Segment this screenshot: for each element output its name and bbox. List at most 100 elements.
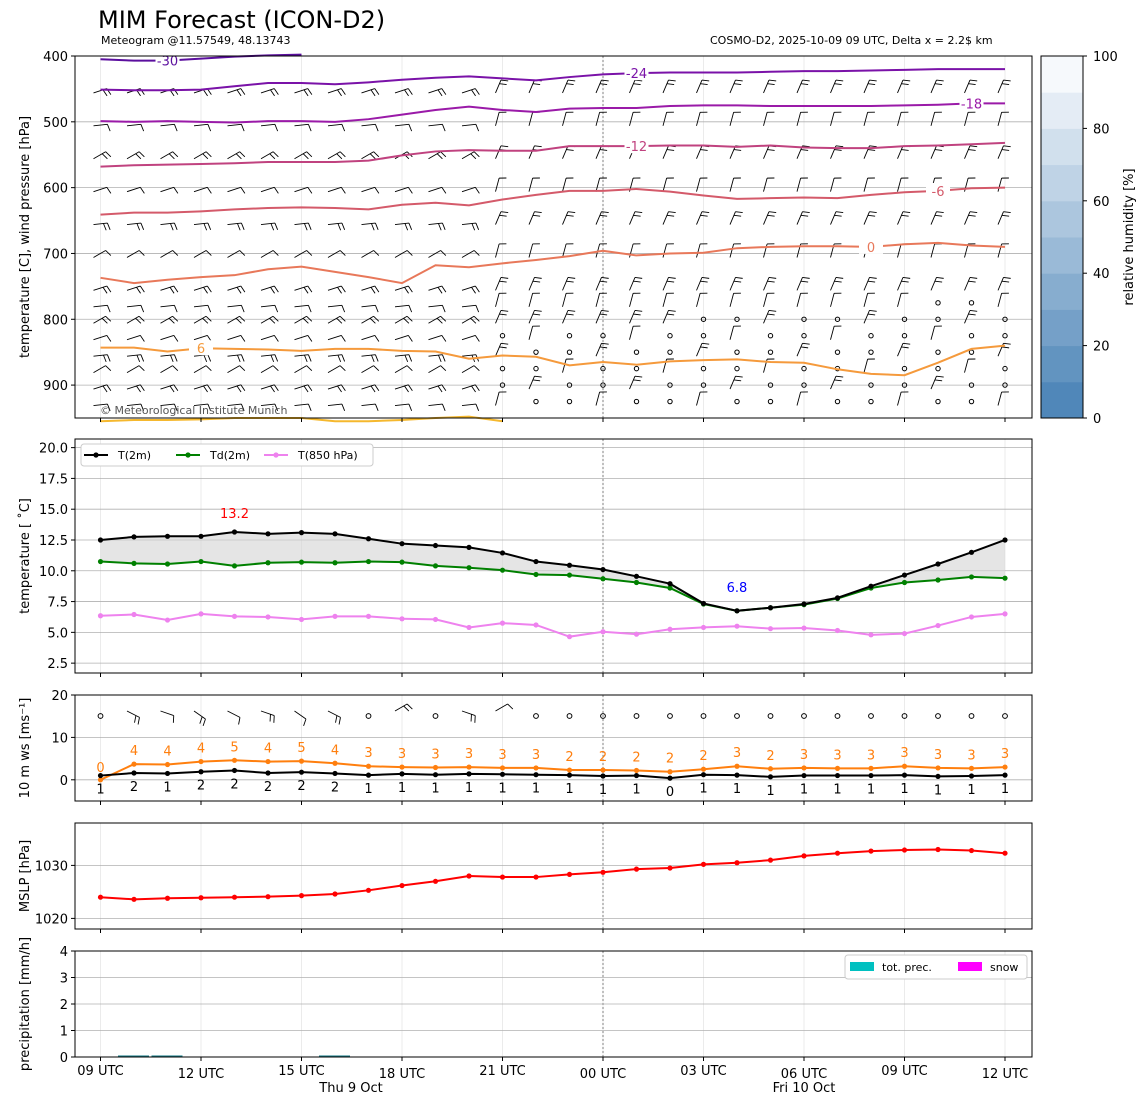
wind-barb [830, 111, 842, 126]
wind-barb [897, 79, 911, 94]
gust-point [131, 761, 137, 767]
gust-point [734, 763, 740, 769]
wind-barb [160, 222, 178, 231]
wind-speed-point [633, 772, 640, 779]
wind-barb [361, 88, 380, 97]
calm-marker [1002, 713, 1008, 719]
wind-barb [763, 177, 775, 192]
wind-barb [260, 315, 279, 324]
gust-point [265, 758, 271, 765]
mslp-point [265, 894, 271, 900]
colorbar-band [1041, 92, 1083, 129]
wind-barb [461, 222, 480, 231]
data-point [466, 565, 472, 571]
location-subtitle: Meteogram @11.57549, 48.13743 [101, 34, 291, 47]
data-point [432, 563, 439, 569]
y-axis-label: temperature [ ˚C] [17, 498, 33, 614]
legend-box [80, 443, 374, 467]
calm-marker [801, 382, 807, 388]
wind-barb [495, 79, 509, 94]
data-point [935, 622, 941, 629]
wind-barb [796, 391, 808, 406]
data-point [801, 601, 807, 607]
gust-value-label: 3 [833, 748, 841, 763]
calm-marker [667, 349, 673, 355]
wind-barb [126, 186, 145, 194]
wind-barb [327, 250, 346, 258]
wind-speed-point [566, 772, 573, 778]
wind-barb [428, 315, 447, 324]
wind-barb [193, 365, 212, 374]
wind-barb [461, 88, 480, 97]
colorbar-band [1041, 381, 1083, 419]
wind-barb [294, 151, 313, 160]
wind-speed-point [834, 772, 841, 779]
data-point [968, 614, 975, 620]
data-point [667, 581, 673, 587]
wind-speed-value-label: 2 [130, 780, 138, 795]
wind-barb [997, 391, 1009, 406]
isotherm-label: -12 [626, 140, 647, 155]
data-point [968, 549, 975, 555]
wind-barb [160, 250, 179, 258]
colorbar-band [1041, 309, 1083, 347]
wind-barb [629, 292, 641, 307]
wind-barb [394, 304, 413, 313]
wind-barb [562, 277, 576, 291]
wind-barb [93, 123, 111, 132]
wind-barb [93, 403, 111, 412]
gust-point [767, 766, 774, 772]
wind-speed-point [901, 772, 908, 778]
mslp-point [968, 847, 975, 854]
wind-barb [562, 309, 576, 324]
time-tick-label: 21 UTC [479, 1064, 525, 1079]
wind-barb [495, 292, 507, 307]
gust-point [935, 765, 941, 771]
legend-marker [185, 452, 191, 458]
gust-value-label: 4 [197, 742, 205, 757]
mslp-point [901, 847, 908, 853]
wind-barb [227, 365, 246, 374]
wind-barb [394, 384, 413, 393]
calm-marker [700, 316, 707, 322]
legend-label: T(850 hPa) [297, 449, 358, 462]
y-axis-label: temperature [C], wind pressure [hPa] [18, 116, 33, 358]
wind-barb [696, 292, 708, 307]
wind-barb [595, 342, 609, 357]
wind-barb [160, 334, 179, 342]
wind-barb [964, 358, 976, 373]
data-point [633, 579, 640, 586]
wind-barb [729, 79, 743, 94]
wind-barb [997, 145, 1011, 159]
wind-barb [361, 403, 379, 412]
data-point [533, 558, 539, 565]
isotherm-line [100, 102, 1005, 124]
calm-marker [767, 382, 774, 388]
wind-barb [260, 354, 279, 363]
wind-speed-point [968, 773, 975, 779]
wind-barb [729, 325, 741, 340]
mslp-point [566, 871, 573, 878]
wind-barb [696, 79, 710, 94]
data-point [399, 559, 405, 565]
wind-barb [260, 334, 279, 342]
y-tick-label: 12.5 [39, 534, 68, 549]
wind-barb [729, 277, 743, 291]
wind-speed-point [1002, 772, 1008, 778]
wind-barb [294, 354, 312, 363]
wind-barb [294, 710, 307, 727]
wind-barb [930, 79, 944, 94]
mslp-point [298, 893, 305, 899]
gust-value-label: 3 [733, 746, 741, 761]
wind-barb [294, 123, 312, 132]
wind-barb [528, 79, 542, 94]
wind-barb [227, 315, 246, 324]
gust-point [399, 764, 405, 770]
mslp-point [399, 882, 405, 889]
wind-barb [193, 315, 212, 324]
data-point [198, 533, 204, 539]
calm-marker [600, 713, 606, 719]
wind-barb [662, 111, 674, 126]
wind-barb [227, 304, 245, 313]
isotherm-line [100, 186, 1006, 216]
